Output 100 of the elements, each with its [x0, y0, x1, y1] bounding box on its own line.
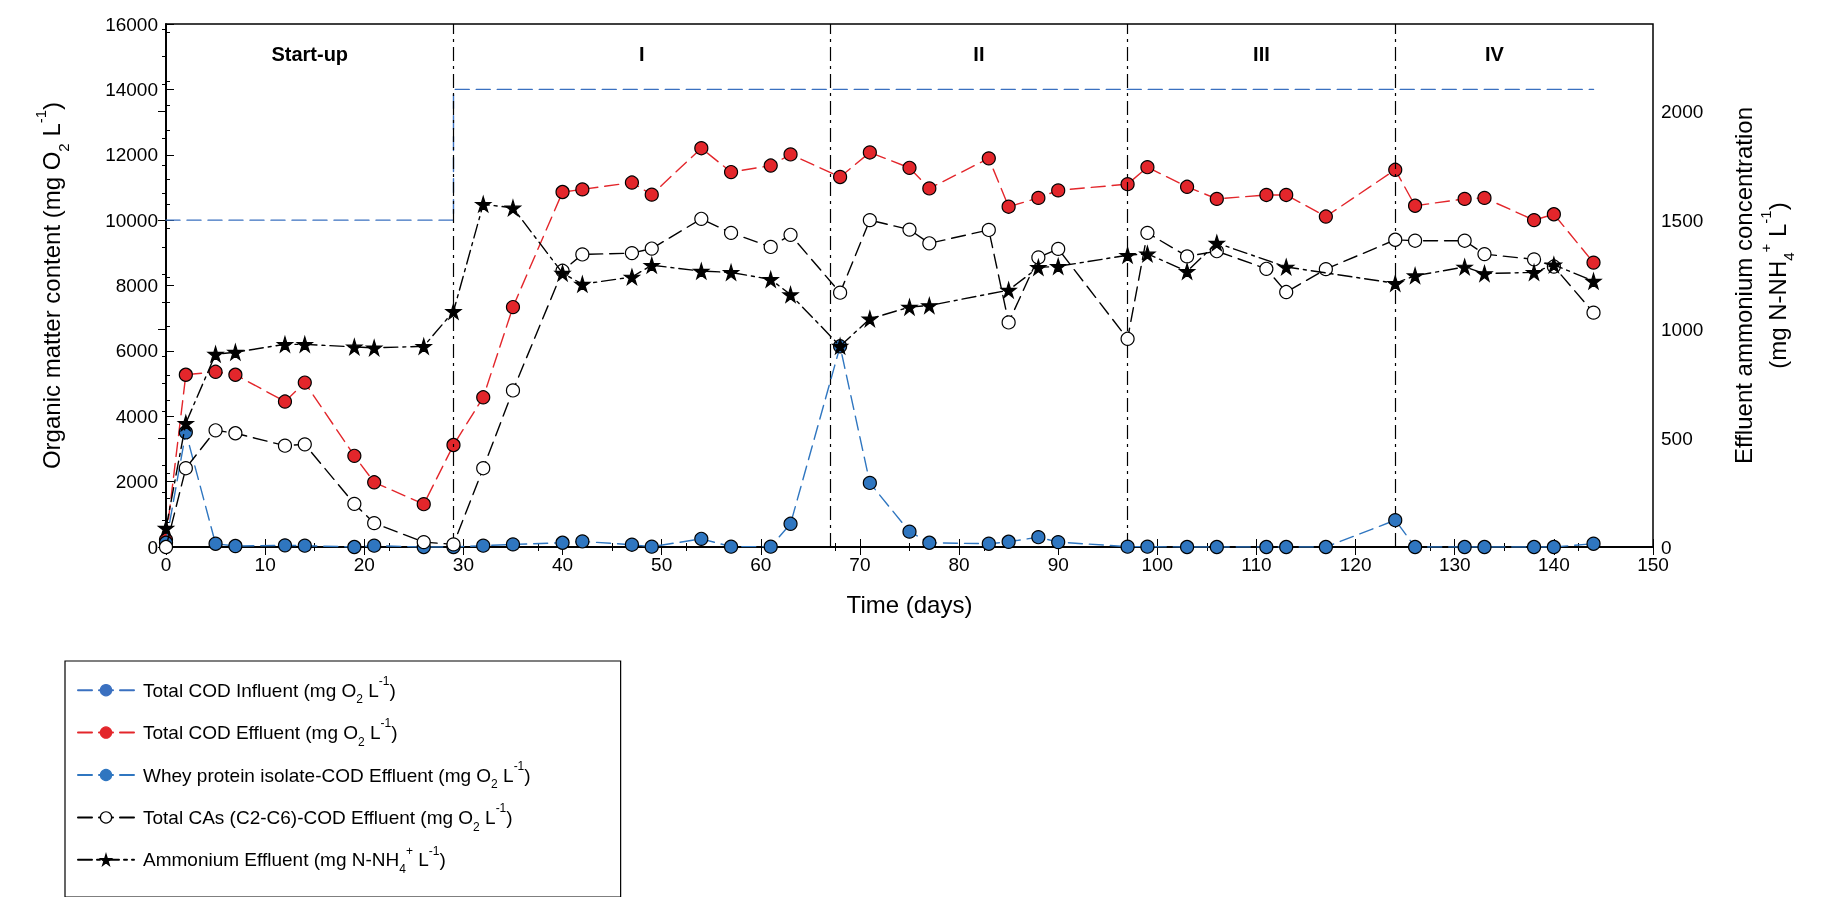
point — [1546, 207, 1561, 222]
point — [415, 338, 432, 355]
point — [1051, 183, 1066, 198]
point — [862, 213, 877, 228]
point — [1477, 539, 1492, 555]
point — [783, 147, 798, 162]
x-tick-label: 0 — [160, 554, 172, 575]
point — [1457, 233, 1472, 248]
point — [762, 271, 779, 288]
point — [1477, 247, 1492, 262]
annotation: III — [1253, 43, 1270, 65]
point — [1179, 249, 1195, 264]
y-tick-label: 6000 — [115, 340, 158, 362]
point — [505, 299, 521, 315]
x-tick-label: 50 — [651, 554, 673, 575]
y-tick-label: 14000 — [105, 78, 158, 100]
point — [1476, 265, 1493, 282]
y-tick-label: 12000 — [105, 144, 158, 166]
y-tick-label: 2000 — [115, 471, 158, 493]
point — [1179, 179, 1195, 194]
point — [554, 264, 571, 282]
point — [1031, 190, 1046, 205]
x-tick-label: 140 — [1538, 554, 1570, 575]
point — [1525, 264, 1543, 281]
point — [763, 239, 778, 255]
point — [276, 336, 294, 353]
point — [575, 182, 590, 197]
point — [783, 227, 798, 242]
y-tick-label: 4000 — [115, 405, 158, 427]
point — [922, 535, 937, 550]
point — [694, 531, 709, 546]
point — [1209, 191, 1224, 206]
point — [1585, 273, 1602, 290]
point — [208, 364, 223, 379]
point — [347, 448, 362, 463]
point — [1407, 233, 1423, 248]
point — [1120, 539, 1135, 554]
x-tick-label: 100 — [1141, 554, 1174, 575]
point — [575, 247, 590, 262]
point — [1318, 539, 1333, 555]
y-tick-label: 16000 — [105, 13, 158, 35]
y-tick-label: 0 — [147, 536, 158, 558]
point — [416, 535, 431, 550]
point — [693, 263, 710, 280]
point — [862, 145, 877, 160]
point — [783, 516, 798, 531]
point — [1388, 513, 1403, 528]
point — [1278, 258, 1295, 276]
y2-tick-label: 1500 — [1661, 209, 1704, 231]
point — [981, 151, 996, 166]
point — [1586, 255, 1601, 270]
point — [833, 169, 848, 185]
point — [1031, 530, 1046, 545]
x-tick-label: 130 — [1438, 554, 1471, 575]
point — [1208, 234, 1225, 252]
point — [475, 196, 492, 213]
point — [763, 539, 778, 554]
point — [1179, 539, 1195, 555]
point — [1279, 187, 1294, 203]
point — [644, 187, 659, 202]
point — [277, 538, 293, 553]
x-tick-label: 20 — [353, 554, 375, 575]
point — [297, 437, 312, 452]
point — [504, 199, 522, 217]
point — [1259, 187, 1274, 203]
point — [902, 524, 917, 539]
point — [1259, 261, 1274, 276]
point — [367, 538, 382, 553]
point — [1050, 258, 1067, 275]
point — [416, 497, 431, 512]
point — [763, 158, 778, 173]
x-tick-label: 70 — [849, 554, 871, 575]
point — [1526, 252, 1542, 267]
point — [208, 423, 223, 438]
point — [1139, 245, 1156, 262]
point — [1001, 199, 1016, 214]
point — [347, 496, 362, 511]
x-tick-label: 80 — [948, 554, 970, 575]
point — [1406, 267, 1424, 284]
point — [555, 184, 570, 200]
point — [505, 537, 521, 552]
y2-tick-label: 500 — [1661, 427, 1693, 449]
point — [694, 211, 709, 226]
point — [505, 383, 521, 398]
point — [178, 367, 193, 382]
point — [921, 297, 938, 314]
point — [1051, 535, 1066, 550]
point — [1178, 263, 1196, 280]
point — [445, 303, 462, 320]
point — [1030, 259, 1047, 276]
point — [446, 437, 461, 453]
point — [1586, 305, 1601, 320]
point — [833, 285, 848, 300]
point — [1407, 539, 1423, 555]
point — [1279, 284, 1294, 300]
point — [177, 415, 194, 432]
point — [1140, 160, 1155, 175]
point — [722, 264, 740, 281]
point — [1120, 331, 1135, 346]
y-tick-label: 8000 — [115, 275, 158, 296]
